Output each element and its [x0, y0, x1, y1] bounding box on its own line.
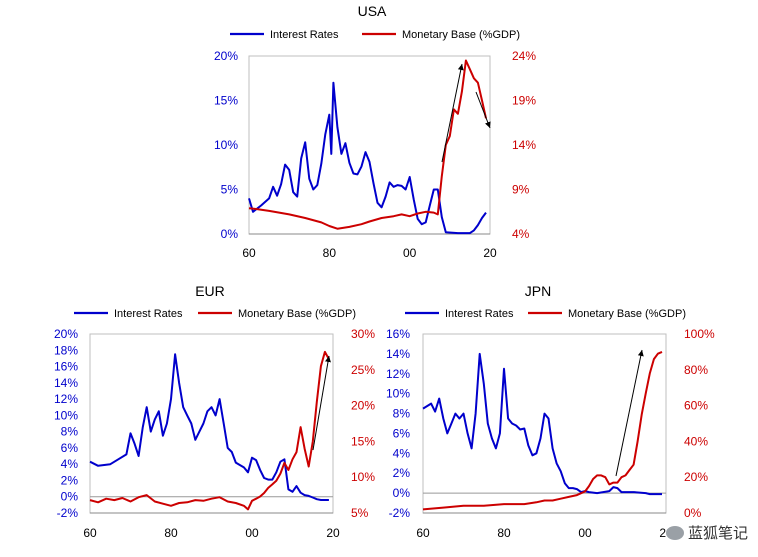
y-left-tick-label: 6%: [393, 426, 411, 440]
y-left-tick-label: 14%: [386, 347, 410, 361]
y-left-tick-label: 8%: [393, 407, 411, 421]
legend-label: Interest Rates: [445, 308, 514, 320]
y-right-tick-label: 24%: [512, 49, 536, 63]
y-left-tick-label: 0%: [393, 486, 411, 500]
y-left-tick-label: 20%: [214, 49, 238, 63]
y-left-tick-label: -2%: [57, 506, 79, 520]
wechat-logo-icon: [665, 525, 684, 540]
y-right-tick-label: 40%: [684, 434, 708, 448]
chart-title: EUR: [195, 283, 225, 299]
x-tick-label: 60: [83, 526, 97, 540]
series-line-monetary-base: [422, 350, 663, 511]
y-right-tick-label: 25%: [351, 363, 375, 377]
legend-label: Monetary Base (%GDP): [238, 308, 356, 320]
y-right-tick-label: 80%: [684, 363, 708, 377]
y-right-tick-label: 14%: [512, 138, 536, 152]
y-right-tick-label: 10%: [351, 470, 375, 484]
y-left-tick-label: 16%: [54, 360, 78, 374]
y-right-tick-label: 30%: [351, 327, 375, 341]
y-left-tick-label: 8%: [61, 425, 79, 439]
x-tick-label: 20: [483, 246, 497, 260]
plot-area: [422, 333, 667, 514]
y-left-tick-label: 10%: [54, 408, 78, 422]
y-left-tick-label: 2%: [393, 466, 411, 480]
y-right-tick-label: 9%: [512, 183, 530, 197]
y-right-tick-label: 19%: [512, 94, 536, 108]
plot-area: [248, 55, 491, 235]
y-left-tick-label: 18%: [54, 343, 78, 357]
y-right-tick-label: 15%: [351, 434, 375, 448]
y-left-tick-label: 15%: [214, 94, 238, 108]
watermark: 蓝狐笔记: [665, 522, 748, 543]
watermark-text: 蓝狐笔记: [687, 524, 748, 542]
series-line-monetary-base: [248, 59, 487, 230]
trend-arrow: [615, 349, 644, 477]
legend-label: Interest Rates: [270, 29, 339, 41]
legend-label: Monetary Base (%GDP): [568, 308, 686, 320]
chart-title: USA: [358, 3, 387, 19]
y-right-tick-label: 20%: [684, 470, 708, 484]
y-left-tick-label: 10%: [386, 387, 410, 401]
y-left-tick-label: -2%: [389, 506, 411, 520]
y-left-tick-label: 12%: [54, 392, 78, 406]
y-left-tick-label: 2%: [61, 473, 79, 487]
y-left-tick-label: 12%: [386, 367, 410, 381]
x-tick-label: 60: [242, 246, 256, 260]
y-left-tick-label: 0%: [61, 490, 79, 504]
series-line-monetary-base: [89, 350, 330, 511]
y-right-tick-label: 4%: [512, 227, 530, 241]
x-tick-label: 00: [403, 246, 417, 260]
x-tick-label: 80: [164, 526, 178, 540]
y-left-tick-label: 16%: [386, 327, 410, 341]
chart-usa: USA Interest Rates Monetary Base (%GDP) 0% 5…: [214, 3, 536, 260]
chart-jpn: JPN Interest Rates Monetary Base (%GDP) -2%…: [386, 283, 715, 540]
chart-eur: EUR Interest Rates Monetary Base (%GDP) -2%…: [54, 283, 375, 540]
x-tick-label: 80: [497, 526, 511, 540]
series-line-interest-rates: [89, 353, 329, 501]
trend-arrow: [312, 355, 331, 451]
y-left-tick-label: 4%: [393, 446, 411, 460]
y-left-tick-label: 14%: [54, 376, 78, 390]
legend-label: Interest Rates: [114, 308, 183, 320]
series-line-interest-rates: [422, 352, 662, 496]
y-left-tick-label: 6%: [61, 441, 79, 455]
y-left-tick-label: 10%: [214, 138, 238, 152]
y-left-tick-label: 0%: [221, 227, 239, 241]
x-tick-label: 60: [416, 526, 430, 540]
x-tick-label: 00: [578, 526, 592, 540]
trend-arrow: [475, 91, 491, 129]
y-right-tick-label: 5%: [351, 506, 369, 520]
chart-title: JPN: [525, 283, 551, 299]
legend-label: Monetary Base (%GDP): [402, 29, 520, 41]
y-left-tick-label: 5%: [221, 183, 239, 197]
y-left-tick-label: 20%: [54, 327, 78, 341]
y-right-tick-label: 100%: [684, 327, 715, 341]
x-tick-label: 80: [323, 246, 337, 260]
y-right-tick-label: 60%: [684, 399, 708, 413]
y-right-tick-label: 0%: [684, 506, 702, 520]
trend-arrow: [441, 63, 464, 163]
x-tick-label: 00: [245, 526, 259, 540]
y-right-tick-label: 20%: [351, 399, 375, 413]
x-tick-label: 20: [326, 526, 340, 540]
y-left-tick-label: 4%: [61, 457, 79, 471]
series-line-interest-rates: [248, 81, 487, 235]
